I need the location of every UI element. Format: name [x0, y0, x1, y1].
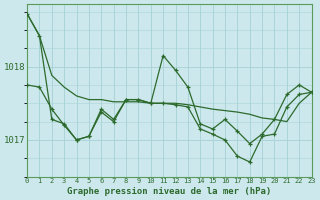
X-axis label: Graphe pression niveau de la mer (hPa): Graphe pression niveau de la mer (hPa)	[67, 187, 271, 196]
